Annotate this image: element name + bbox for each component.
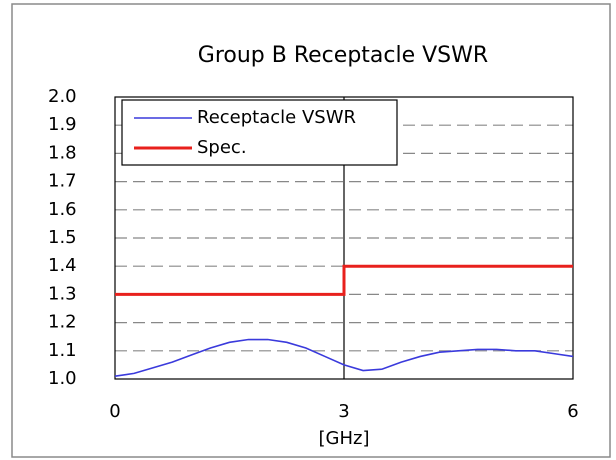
y-tick-label: 1.9 [48,114,77,135]
y-tick-label: 1.1 [48,340,77,361]
y-tick-label: 1.5 [48,227,77,248]
y-tick-label: 1.7 [48,171,77,192]
legend-label: Receptacle VSWR [197,107,356,128]
x-axis-label: [GHz] [319,428,370,449]
y-tick-label: 1.2 [48,312,77,333]
legend-label: Spec. [197,137,247,158]
legend-box [121,99,398,166]
x-tick-label: 3 [338,401,349,422]
x-tick-label: 6 [567,401,578,422]
series-line [115,264,573,296]
y-tick-label: 2.0 [48,86,77,107]
series-line [114,338,574,377]
y-tick-label: 1.0 [48,368,77,389]
y-tick-label: 1.6 [48,199,77,220]
y-tick-label: 1.3 [48,283,77,304]
plot-border [114,96,574,380]
x-tick-label: 0 [109,401,120,422]
frame [11,3,611,458]
chart-title: Group B Receptacle VSWR [198,43,488,68]
y-tick-label: 1.8 [48,142,77,163]
y-tick-label: 1.4 [48,255,77,276]
